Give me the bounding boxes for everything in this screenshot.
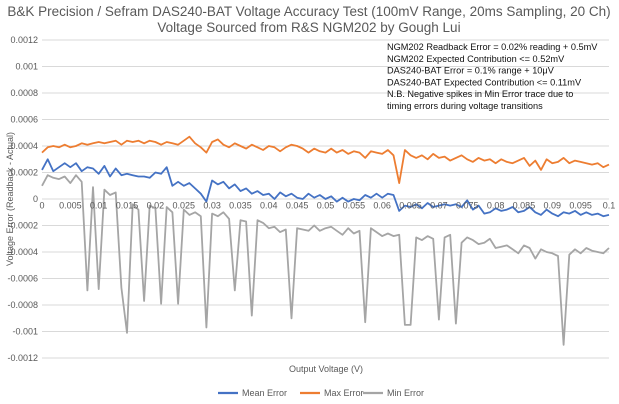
legend-label: Mean Error bbox=[242, 388, 287, 398]
series-line-max-error bbox=[41, 135, 610, 185]
series-line-min-error bbox=[41, 174, 610, 346]
x-tick-label: 0.03 bbox=[203, 200, 221, 210]
chart-subtitle: Voltage Sourced from R&S NGM202 by Gough… bbox=[157, 20, 460, 35]
y-tick-label: -0.0004 bbox=[7, 247, 38, 257]
y-tick-label: 0.001 bbox=[15, 62, 38, 72]
x-tick-label: 0.025 bbox=[172, 200, 195, 210]
series-line-mean-error bbox=[41, 158, 610, 218]
legend: Mean Error Max Error Min Error bbox=[218, 388, 424, 398]
y-tick-labels: 0.0012 0.001 0.0008 0.0006 0.0004 0.0002 0 -0.0… bbox=[7, 35, 38, 363]
y-tick-label: 0.0006 bbox=[10, 115, 38, 125]
annotations: NGM202 Readback Error = 0.02% reading + … bbox=[387, 42, 598, 111]
x-tick-label: 0 bbox=[39, 200, 44, 210]
series-lines bbox=[41, 135, 610, 346]
x-tick-label: 0.045 bbox=[286, 200, 309, 210]
y-tick-label: -0.0006 bbox=[7, 274, 38, 284]
x-tick-label: 0.02 bbox=[147, 200, 165, 210]
x-tick-label: 0.035 bbox=[229, 200, 252, 210]
x-tick-label: 0.01 bbox=[90, 200, 108, 210]
x-tick-labels: 0 0.005 0.01 0.015 0.02 0.025 0.03 0.035 0.04 0.0… bbox=[39, 200, 615, 210]
x-tick-label: 0.005 bbox=[59, 200, 82, 210]
y-tick-label: -0.001 bbox=[12, 327, 38, 337]
legend-label: Max Error bbox=[324, 388, 364, 398]
x-tick-label: 0.055 bbox=[343, 200, 366, 210]
grid bbox=[42, 39, 609, 359]
legend-label: Min Error bbox=[387, 388, 424, 398]
x-tick-label: 0.015 bbox=[116, 200, 139, 210]
x-tick-label: 0.065 bbox=[399, 200, 422, 210]
annotation-line: timing errors during voltage transitions bbox=[387, 101, 543, 111]
y-tick-label: 0.0008 bbox=[10, 88, 38, 98]
annotation-line: NGM202 Readback Error = 0.02% reading + … bbox=[387, 42, 598, 52]
annotation-line: DAS240-BAT Expected Contribution <= 0.11… bbox=[387, 77, 582, 87]
y-tick-label: 0.0004 bbox=[10, 141, 38, 151]
x-tick-label: 0.06 bbox=[373, 200, 391, 210]
x-tick-label: 0.07 bbox=[430, 200, 448, 210]
y-tick-label: -0.0012 bbox=[7, 353, 38, 363]
x-tick-label: 0.05 bbox=[317, 200, 335, 210]
x-tick-label: 0.1 bbox=[603, 200, 616, 210]
chart-title: B&K Precision / Sefram DAS240-BAT Voltag… bbox=[7, 4, 610, 19]
x-tick-label: 0.095 bbox=[569, 200, 592, 210]
x-tick-label: 0.04 bbox=[260, 200, 278, 210]
x-axis-label: Output Voltage (V) bbox=[289, 364, 363, 374]
y-tick-label: 0 bbox=[33, 194, 38, 204]
y-tick-label: 0.0002 bbox=[10, 168, 38, 178]
x-tick-label: 0.075 bbox=[456, 200, 479, 210]
x-tick-label: 0.08 bbox=[487, 200, 505, 210]
x-tick-label: 0.085 bbox=[513, 200, 536, 210]
y-tick-label: 0.0012 bbox=[10, 35, 38, 45]
annotation-line: DAS240-BAT Error = 0.1% range + 10μV bbox=[387, 66, 555, 76]
y-tick-label: -0.0002 bbox=[7, 221, 38, 231]
annotation-line: N.B. Negative spikes in Min Error trace … bbox=[387, 89, 573, 99]
y-tick-label: -0.0008 bbox=[7, 300, 38, 310]
annotation-line: NGM202 Expected Contribution <= 0.52mV bbox=[387, 54, 565, 64]
x-tick-label: 0.09 bbox=[544, 200, 562, 210]
y-axis-label: Voltage Error (Readback - Actual) bbox=[5, 132, 15, 266]
